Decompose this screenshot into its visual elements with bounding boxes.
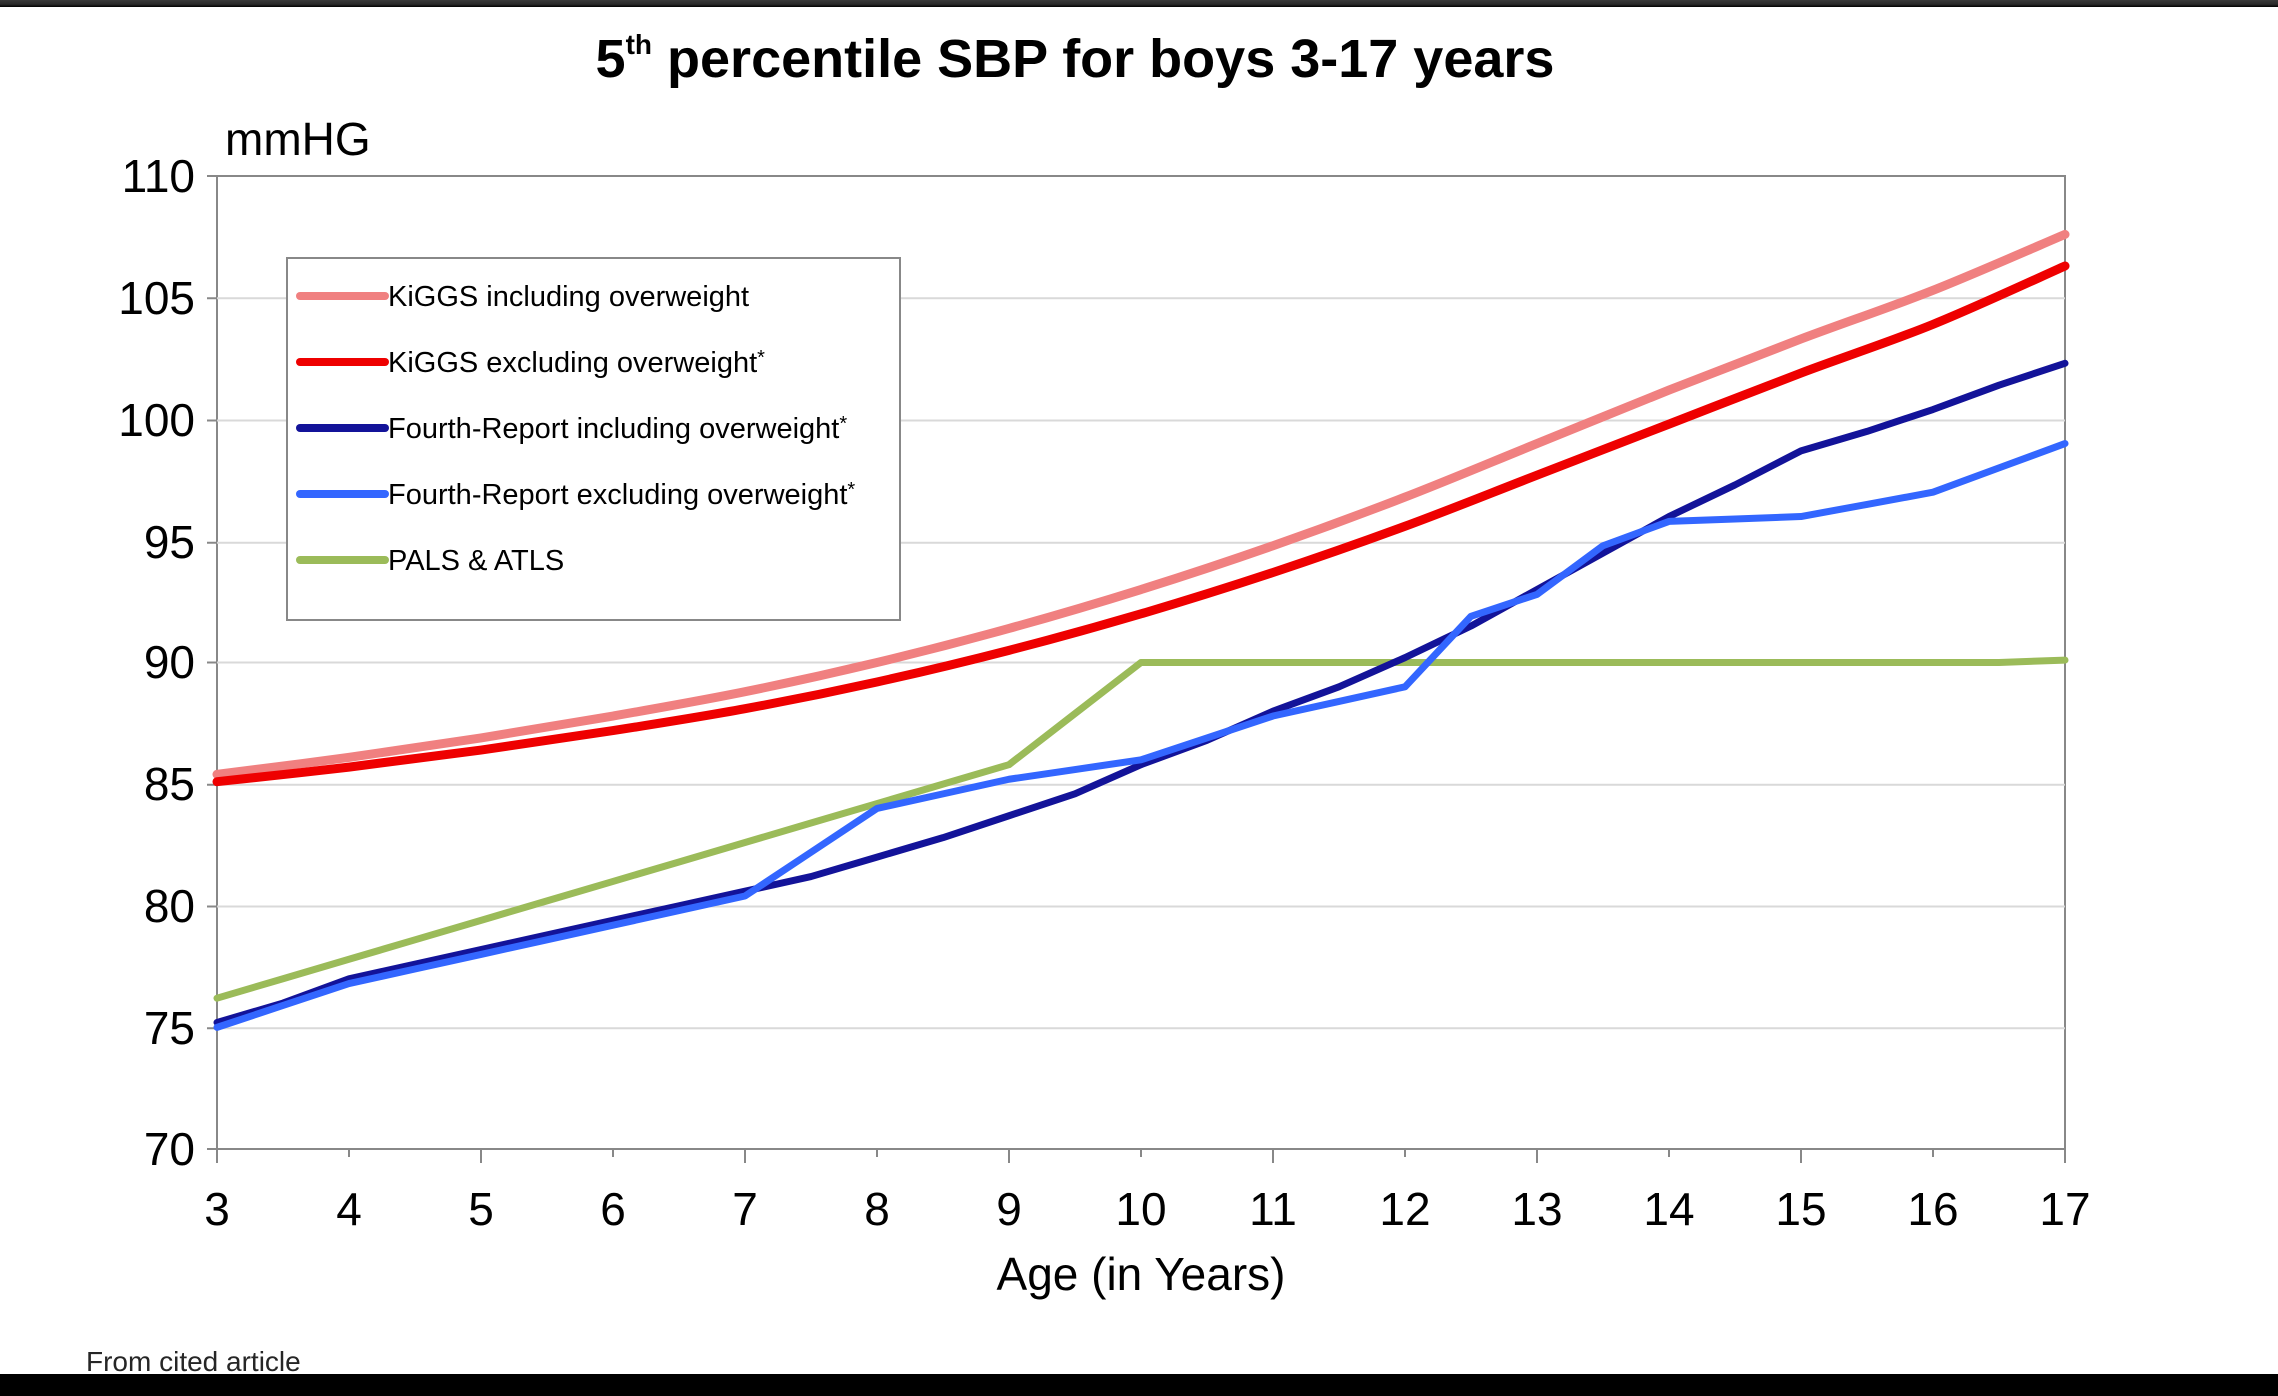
svg-text:95: 95 bbox=[144, 516, 195, 568]
svg-text:11: 11 bbox=[1249, 1183, 1297, 1235]
svg-text:5: 5 bbox=[468, 1183, 494, 1235]
svg-text:Fourth-Report including overwe: Fourth-Report including overweight* bbox=[388, 413, 847, 445]
svg-text:75: 75 bbox=[144, 1002, 195, 1054]
svg-text:10: 10 bbox=[1115, 1183, 1166, 1235]
svg-text:KiGGS excluding overweight*: KiGGS excluding overweight* bbox=[388, 347, 765, 379]
svg-text:100: 100 bbox=[118, 394, 195, 446]
svg-text:4: 4 bbox=[336, 1183, 362, 1235]
svg-text:mmHG: mmHG bbox=[225, 113, 371, 165]
svg-text:85: 85 bbox=[144, 758, 195, 810]
svg-text:9: 9 bbox=[996, 1183, 1022, 1235]
svg-text:90: 90 bbox=[144, 636, 195, 688]
svg-text:Age (in Years): Age (in Years) bbox=[997, 1248, 1286, 1300]
svg-text:Fourth-Report excluding overwe: Fourth-Report excluding overweight* bbox=[388, 479, 855, 511]
svg-text:7: 7 bbox=[732, 1183, 758, 1235]
svg-text:14: 14 bbox=[1643, 1183, 1694, 1235]
svg-text:17: 17 bbox=[2039, 1183, 2090, 1235]
svg-text:PALS & ATLS: PALS & ATLS bbox=[388, 545, 564, 577]
svg-text:70: 70 bbox=[144, 1123, 195, 1175]
svg-text:15: 15 bbox=[1775, 1183, 1826, 1235]
svg-text:105: 105 bbox=[118, 272, 195, 324]
svg-text:110: 110 bbox=[122, 150, 195, 202]
svg-text:KiGGS including overweight: KiGGS including overweight bbox=[388, 281, 749, 313]
svg-text:16: 16 bbox=[1907, 1183, 1958, 1235]
svg-text:80: 80 bbox=[144, 880, 195, 932]
svg-text:13: 13 bbox=[1511, 1183, 1562, 1235]
svg-text:8: 8 bbox=[864, 1183, 890, 1235]
svg-text:3: 3 bbox=[204, 1183, 230, 1235]
svg-text:12: 12 bbox=[1379, 1183, 1430, 1235]
svg-text:6: 6 bbox=[600, 1183, 626, 1235]
